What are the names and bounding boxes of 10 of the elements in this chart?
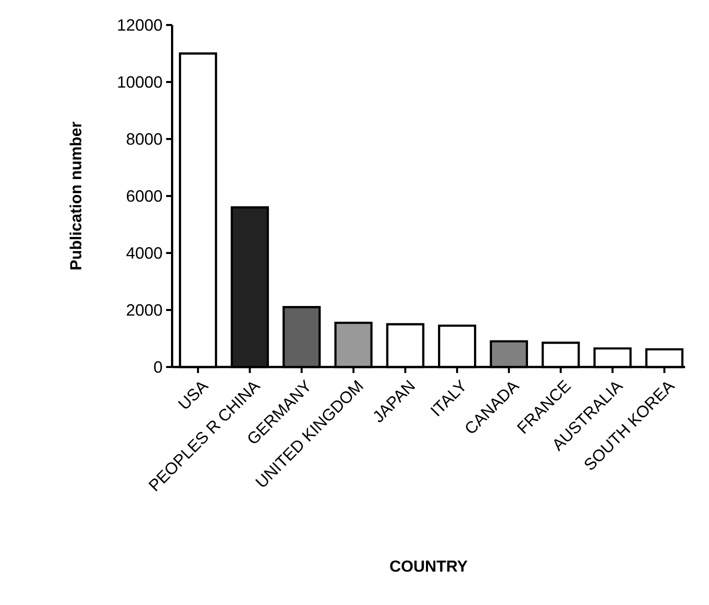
y-tick-label: 6000 xyxy=(126,190,162,202)
x-tick-label: USA xyxy=(178,382,209,408)
y-tick-label: 12000 xyxy=(118,19,162,31)
y-tick-label: 4000 xyxy=(126,247,162,259)
y-tick-label: 0 xyxy=(154,361,162,373)
y-tick-label: 2000 xyxy=(126,304,162,316)
y-tick-label: 10000 xyxy=(118,76,162,88)
y-tick-label: 8000 xyxy=(126,133,162,145)
y-axis-title: Publication number xyxy=(70,122,82,270)
x-axis-title: COUNTRY xyxy=(390,560,468,572)
